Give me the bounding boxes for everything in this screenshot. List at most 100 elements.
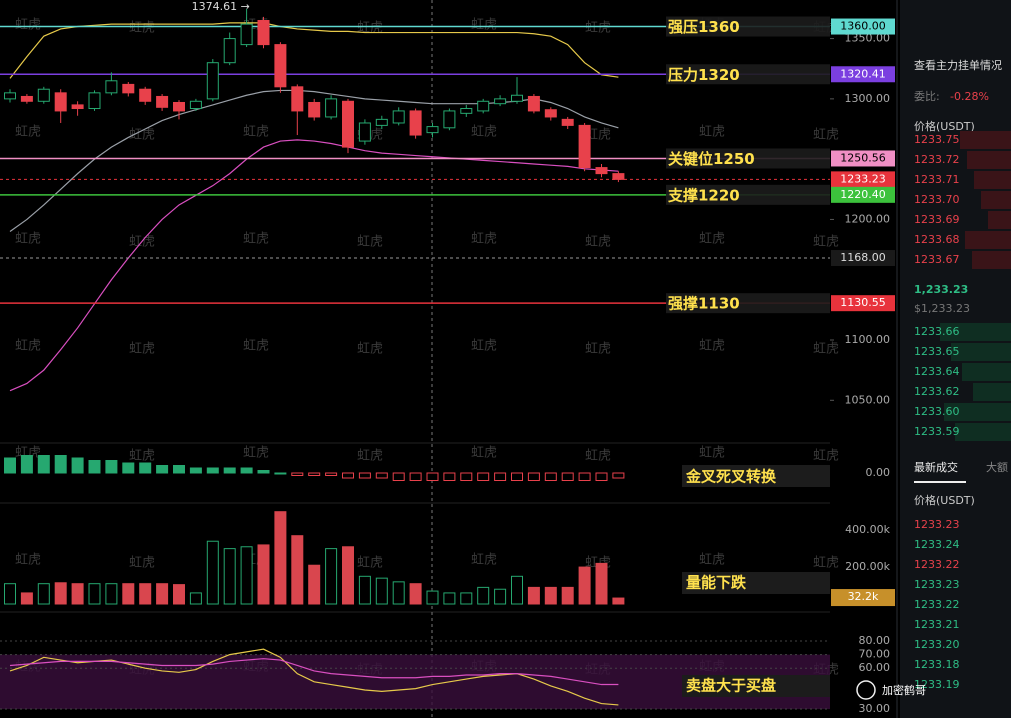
depth-bar (955, 423, 1011, 441)
level-tag (831, 66, 895, 83)
volume-bar (443, 592, 456, 605)
current-volume-label: 32.2k (848, 590, 879, 603)
candle-body (527, 95, 540, 112)
ask-price: 1233.72 (914, 153, 960, 166)
candle-body (595, 167, 608, 175)
candle-body (291, 86, 304, 112)
volume-bar (139, 583, 152, 605)
macd-bar (612, 472, 625, 479)
author: 加密鹤哥 (882, 683, 926, 697)
macd-bar (189, 467, 202, 474)
watermark: 虹虎 (357, 342, 383, 357)
macd-bar (20, 455, 33, 474)
candle-body (308, 101, 321, 118)
volume-bar (54, 582, 67, 605)
macd-bar (223, 467, 236, 474)
trade-price: 1233.22 (914, 558, 960, 571)
candle-body (37, 88, 50, 102)
watermark: 虹虎 (129, 342, 155, 357)
macd-bar (71, 457, 84, 474)
y-tick-label: 60.00 (859, 661, 891, 674)
ask-price: 1233.75 (914, 133, 960, 146)
volume-bar (189, 592, 202, 605)
macd-bar (375, 472, 388, 479)
candle-body (409, 110, 422, 136)
candle-body (71, 104, 84, 110)
macd-bar (173, 465, 185, 474)
watermark: 虹虎 (585, 449, 611, 464)
y-tick-label: 1200.00 (845, 212, 891, 225)
candle-body (257, 19, 270, 46)
volume-bar (105, 583, 118, 605)
macd-bar (561, 472, 574, 481)
macd-bar (206, 467, 219, 474)
bid-price: 1233.64 (914, 365, 960, 378)
macd-bar (37, 455, 50, 474)
volume-bar (342, 546, 354, 605)
watermark: 虹虎 (471, 125, 497, 140)
volume-bar (257, 544, 270, 605)
macd-bar (392, 472, 405, 481)
y-tick-label: 1300.00 (845, 92, 891, 105)
band-line (9, 139, 619, 392)
depth-bar (981, 191, 1011, 209)
watermark: 虹虎 (15, 553, 41, 568)
bid-price: 1233.65 (914, 345, 960, 358)
macd-bar (325, 472, 338, 476)
annotation-bg (666, 16, 830, 37)
candle-body (88, 92, 101, 110)
tab[interactable]: 最新成交 (914, 460, 958, 474)
macd-bar (443, 472, 456, 481)
macd-bar (156, 465, 169, 474)
trade-price: 1233.23 (914, 578, 960, 591)
volume-bar (460, 592, 473, 605)
volume-bar (392, 581, 405, 605)
watermark: 虹虎 (471, 339, 497, 354)
current-volume-tag (831, 589, 895, 607)
trade-price: 1233.23 (914, 518, 960, 531)
watermark: 虹虎 (357, 449, 383, 464)
column-header: 价格(USDT) (914, 493, 975, 507)
trade-price: 1233.21 (914, 618, 960, 631)
volume-bar (71, 583, 84, 605)
watermark: 虹虎 (15, 232, 41, 247)
volume-bar (544, 586, 557, 605)
watermark: 虹虎 (243, 446, 269, 461)
trade-price: 1233.19 (914, 678, 960, 691)
macd-bar (358, 472, 371, 479)
volume-bar (494, 588, 507, 605)
tab[interactable]: 大额 (986, 460, 1008, 474)
ask-price: 1233.71 (914, 173, 960, 186)
high-label: 1374.61 → (192, 0, 250, 13)
volume-bar (173, 584, 185, 605)
trade-price: 1233.18 (914, 658, 960, 671)
candle-body (460, 108, 473, 114)
level-label: 1320.41 (840, 67, 886, 80)
watermark: 虹虎 (813, 235, 839, 250)
watermark: 虹虎 (129, 556, 155, 571)
candle-body (54, 92, 67, 112)
volume-bar (578, 566, 591, 605)
candle-body (443, 110, 456, 129)
macd-bar (409, 472, 422, 481)
macd-bar (240, 467, 253, 474)
link[interactable]: 查看主力挂单情况 (914, 58, 1002, 72)
volume-bar (240, 546, 253, 605)
y-tick-label: 1350.00 (845, 32, 891, 45)
candle-body (544, 109, 557, 118)
watermark: 虹虎 (243, 339, 269, 354)
annotation: 关键位1250 (668, 150, 755, 168)
depth-bar (951, 343, 1011, 361)
depth-bar (944, 403, 1011, 421)
candle-body (206, 62, 219, 100)
y-tick-label: 1100.00 (845, 333, 891, 346)
annotation-bg (682, 572, 830, 594)
candle-body (477, 100, 490, 112)
depth-bar (960, 131, 1011, 149)
volume-bar (37, 583, 50, 605)
watermark: 虹虎 (129, 449, 155, 464)
volume-bar (308, 564, 321, 605)
macd-bar (54, 455, 67, 474)
level-label: 1168.00 (840, 251, 886, 264)
ask-price: 1233.69 (914, 213, 960, 226)
